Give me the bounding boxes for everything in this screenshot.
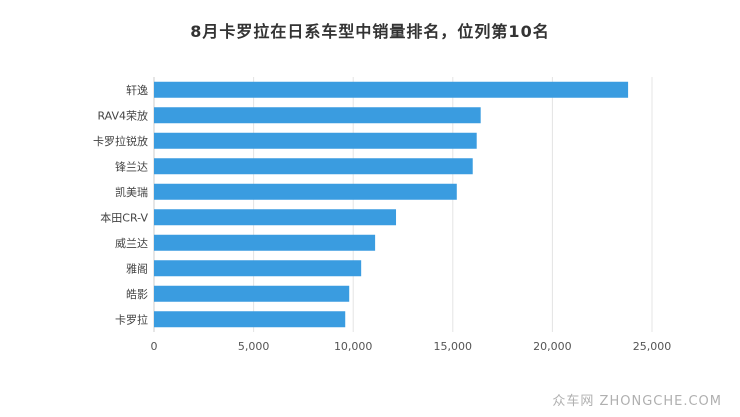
- category-label: 凯美瑞: [115, 185, 148, 199]
- category-label: 卡罗拉: [115, 312, 148, 326]
- category-label: RAV4荣放: [97, 108, 148, 122]
- category-label: 卡罗拉锐放: [93, 134, 148, 148]
- bar: [154, 209, 397, 226]
- category-label: 威兰达: [115, 237, 148, 250]
- bar: [154, 183, 457, 200]
- bar: [154, 311, 346, 328]
- category-label: 皓影: [126, 288, 148, 301]
- bars: [154, 81, 629, 328]
- category-label: 雅阁: [126, 261, 148, 275]
- category-label: 轩逸: [126, 83, 148, 97]
- x-tick-label: 0: [151, 340, 158, 353]
- x-tick-label: 20,000: [533, 340, 572, 353]
- bar: [154, 107, 481, 124]
- x-tick-label: 25,000: [633, 340, 672, 353]
- bar: [154, 158, 473, 175]
- bar: [154, 234, 376, 251]
- x-tick-label: 5,000: [238, 340, 270, 353]
- bar: [154, 132, 477, 149]
- x-tick-label: 10,000: [334, 340, 373, 353]
- x-tick-labels: 0 5,000 10,000 15,000 20,000 25,000: [151, 340, 672, 353]
- x-tick-label: 15,000: [434, 340, 473, 353]
- category-label: 本田CR-V: [100, 210, 148, 224]
- bar: [154, 81, 629, 98]
- category-label: 锋兰达: [115, 160, 148, 173]
- bar: [154, 285, 350, 302]
- chart-title: 8月卡罗拉在日系车型中销量排名，位列第10名: [190, 22, 550, 41]
- bar: [154, 260, 362, 277]
- watermark: 众车网 ZHONGCHE.COM: [552, 394, 722, 409]
